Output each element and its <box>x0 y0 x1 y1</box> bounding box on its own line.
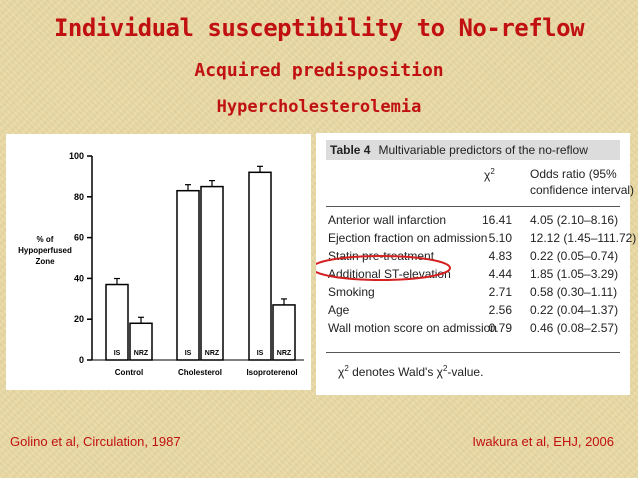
y-tick-label: 0 <box>79 355 84 365</box>
chi-cell: 2.71 <box>488 285 512 299</box>
chi-cell: 4.44 <box>488 267 512 281</box>
predictor-cell: Ejection fraction on admission <box>328 231 488 245</box>
y-tick-label: 100 <box>69 151 84 161</box>
citation-right: Iwakura et al, EHJ, 2006 <box>472 434 614 449</box>
x-group-label: Cholesterol <box>178 368 222 377</box>
bar-chart: 0 20 40 60 80 100 % of Hypoperfused Zone IS NRZ Con… <box>18 151 304 377</box>
chi-cell: 16.41 <box>481 213 512 227</box>
chi-cell: 2.56 <box>488 303 512 317</box>
table-number: Table 4 <box>330 143 371 157</box>
chi-cell: 5.10 <box>488 231 512 245</box>
x-group-label: Control <box>115 368 143 377</box>
odds-ratio-cell: 0.22 (0.04–1.37) <box>530 303 619 317</box>
table-caption: Table 4 Multivariable predictors of the n… <box>326 140 620 160</box>
bar-cholesterol-nrz <box>200 185 224 361</box>
odds-ratio-cell: 1.85 (1.05–3.29) <box>530 267 619 281</box>
odds-ratio-cell: 0.58 (0.30–1.11) <box>530 285 618 299</box>
y-axis-label: Hypoperfused <box>18 246 72 255</box>
odds-ratio-cell: 4.05 (2.10–8.16) <box>530 213 619 227</box>
col-header-or-2: confidence interval) <box>530 183 635 197</box>
slide-topic: Hypercholesterolemia <box>216 97 422 117</box>
citation-left: Golino et al, Circulation, 1987 <box>10 434 181 449</box>
predictor-cell: Anterior wall infarction <box>328 213 447 227</box>
y-tick-label: 40 <box>74 273 84 283</box>
col-header-chi: χ2 <box>484 167 495 182</box>
y-tick-label: 60 <box>74 233 84 243</box>
slide-subtitle: Acquired predisposition <box>194 60 444 81</box>
predictor-cell: Wall motion score on admission <box>328 321 497 335</box>
y-tick-label: 80 <box>74 192 84 202</box>
odds-ratio-cell: 0.22 (0.05–0.74) <box>530 249 619 263</box>
bar-inner-label: NRZ <box>277 350 292 357</box>
bar-inner-label: NRZ <box>205 350 220 357</box>
footer-divider <box>326 352 620 353</box>
chi-cell: 0.79 <box>488 321 512 335</box>
slide-title: Individual susceptibility to No-reflow <box>53 14 585 42</box>
x-group-label: Isoproterenol <box>246 368 297 377</box>
predictor-cell: Smoking <box>328 285 375 299</box>
odds-ratio-cell: 0.46 (0.08–2.57) <box>530 321 619 335</box>
table-panel: Table 4 Multivariable predictors of the n… <box>316 133 636 395</box>
y-axis-label: % of <box>37 235 54 244</box>
chi-cell: 4.83 <box>488 249 512 263</box>
bar-control-is <box>105 283 129 361</box>
col-header-or-1: Odds ratio (95% <box>530 167 617 181</box>
table-title: Multivariable predictors of the no-reflo… <box>378 143 588 157</box>
odds-ratio-cell: 12.12 (1.45–111.72) <box>530 231 637 245</box>
predictor-cell: Additional ST-elevation <box>328 267 451 281</box>
table-footnote: χ2 denotes Wald's χ2-value. <box>338 364 484 379</box>
predictor-cell: Age <box>328 303 350 317</box>
y-tick-label: 20 <box>74 314 84 324</box>
bar-isoproterenol-is <box>248 171 272 361</box>
bar-inner-label: IS <box>114 350 121 357</box>
bar-inner-label: IS <box>257 350 264 357</box>
predictor-cell: Statin pre-treatment <box>328 249 435 263</box>
bar-inner-label: NRZ <box>134 350 149 357</box>
bar-chart-panel: 0 20 40 60 80 100 % of Hypoperfused Zone IS NRZ Con… <box>6 134 311 390</box>
header-divider <box>326 206 620 207</box>
bar-cholesterol-is <box>176 189 200 361</box>
y-axis-label: Zone <box>35 257 55 266</box>
bar-inner-label: IS <box>185 350 192 357</box>
